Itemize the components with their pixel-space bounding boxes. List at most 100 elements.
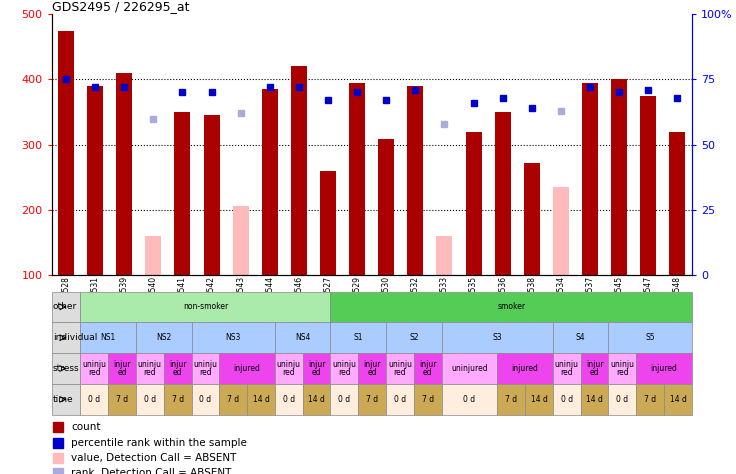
Bar: [349, 82, 365, 275]
Text: uninju
red: uninju red: [277, 360, 301, 377]
Bar: [320, 171, 336, 275]
Bar: [378, 139, 394, 275]
Text: count: count: [71, 422, 101, 432]
Bar: [442, 322, 553, 353]
Text: uninjured: uninjured: [451, 364, 488, 373]
Text: injured: injured: [651, 364, 677, 373]
Bar: [669, 132, 685, 275]
Bar: [219, 353, 275, 384]
Text: 14 d: 14 d: [670, 395, 687, 404]
Text: individual: individual: [53, 333, 97, 342]
Bar: [553, 187, 569, 275]
Bar: [330, 322, 386, 353]
Bar: [386, 322, 442, 353]
Bar: [358, 384, 386, 415]
Bar: [442, 384, 498, 415]
Text: 14 d: 14 d: [252, 395, 269, 404]
Text: time: time: [53, 395, 74, 404]
Bar: [609, 353, 636, 384]
Text: 0 d: 0 d: [144, 395, 156, 404]
Text: injured: injured: [233, 364, 261, 373]
Text: NS1: NS1: [101, 333, 116, 342]
Text: 7 d: 7 d: [227, 395, 239, 404]
Text: percentile rank within the sample: percentile rank within the sample: [71, 438, 247, 447]
Text: 14 d: 14 d: [308, 395, 325, 404]
Text: injur
ed: injur ed: [364, 360, 381, 377]
Text: uninju
red: uninju red: [555, 360, 578, 377]
Bar: [553, 322, 609, 353]
Text: smoker: smoker: [497, 302, 526, 311]
Text: 0 d: 0 d: [339, 395, 350, 404]
Bar: [466, 132, 481, 275]
Bar: [609, 322, 692, 353]
Text: NS3: NS3: [225, 333, 241, 342]
Bar: [87, 86, 103, 275]
Bar: [275, 353, 302, 384]
Bar: [553, 353, 581, 384]
Bar: [116, 73, 132, 275]
Bar: [191, 322, 275, 353]
Bar: [609, 384, 636, 415]
Bar: [414, 384, 442, 415]
Text: value, Detection Call = ABSENT: value, Detection Call = ABSENT: [71, 453, 237, 463]
Text: other: other: [53, 302, 77, 311]
Bar: [640, 96, 657, 275]
Text: S3: S3: [492, 333, 502, 342]
Bar: [80, 292, 330, 322]
Text: 7 d: 7 d: [116, 395, 128, 404]
Bar: [581, 384, 609, 415]
Bar: [136, 353, 163, 384]
Bar: [636, 353, 692, 384]
Bar: [146, 236, 161, 275]
Text: uninju
red: uninju red: [138, 360, 162, 377]
Bar: [275, 322, 330, 353]
Bar: [302, 353, 330, 384]
Text: rank, Detection Call = ABSENT: rank, Detection Call = ABSENT: [71, 468, 232, 474]
Bar: [80, 353, 108, 384]
Bar: [204, 115, 219, 275]
Bar: [386, 384, 414, 415]
Bar: [275, 384, 302, 415]
Text: 0 d: 0 d: [616, 395, 629, 404]
Text: NS2: NS2: [156, 333, 171, 342]
Bar: [191, 384, 219, 415]
Bar: [163, 384, 191, 415]
Bar: [52, 292, 80, 322]
Text: 7 d: 7 d: [505, 395, 517, 404]
Text: injured: injured: [512, 364, 539, 373]
Bar: [58, 30, 74, 275]
Text: 7 d: 7 d: [644, 395, 657, 404]
Bar: [262, 89, 277, 275]
Bar: [495, 112, 511, 275]
Bar: [80, 322, 136, 353]
Bar: [163, 353, 191, 384]
Bar: [581, 353, 609, 384]
Text: injur
ed: injur ed: [308, 360, 325, 377]
Text: S4: S4: [576, 333, 585, 342]
Bar: [386, 353, 414, 384]
Text: uninju
red: uninju red: [194, 360, 217, 377]
Text: uninju
red: uninju red: [82, 360, 106, 377]
Bar: [136, 322, 191, 353]
Bar: [442, 353, 498, 384]
Text: 7 d: 7 d: [171, 395, 184, 404]
Bar: [219, 384, 247, 415]
Bar: [358, 353, 386, 384]
Bar: [136, 384, 163, 415]
Bar: [407, 86, 423, 275]
Bar: [330, 353, 358, 384]
Bar: [582, 82, 598, 275]
Bar: [525, 384, 553, 415]
Text: 0 d: 0 d: [561, 395, 573, 404]
Bar: [247, 384, 275, 415]
Text: injur
ed: injur ed: [586, 360, 604, 377]
Text: 14 d: 14 d: [586, 395, 603, 404]
Bar: [414, 353, 442, 384]
Bar: [636, 384, 664, 415]
Bar: [191, 353, 219, 384]
Text: S5: S5: [645, 333, 655, 342]
Bar: [302, 384, 330, 415]
Text: uninju
red: uninju red: [333, 360, 356, 377]
Text: injur
ed: injur ed: [169, 360, 186, 377]
Text: 0 d: 0 d: [199, 395, 211, 404]
